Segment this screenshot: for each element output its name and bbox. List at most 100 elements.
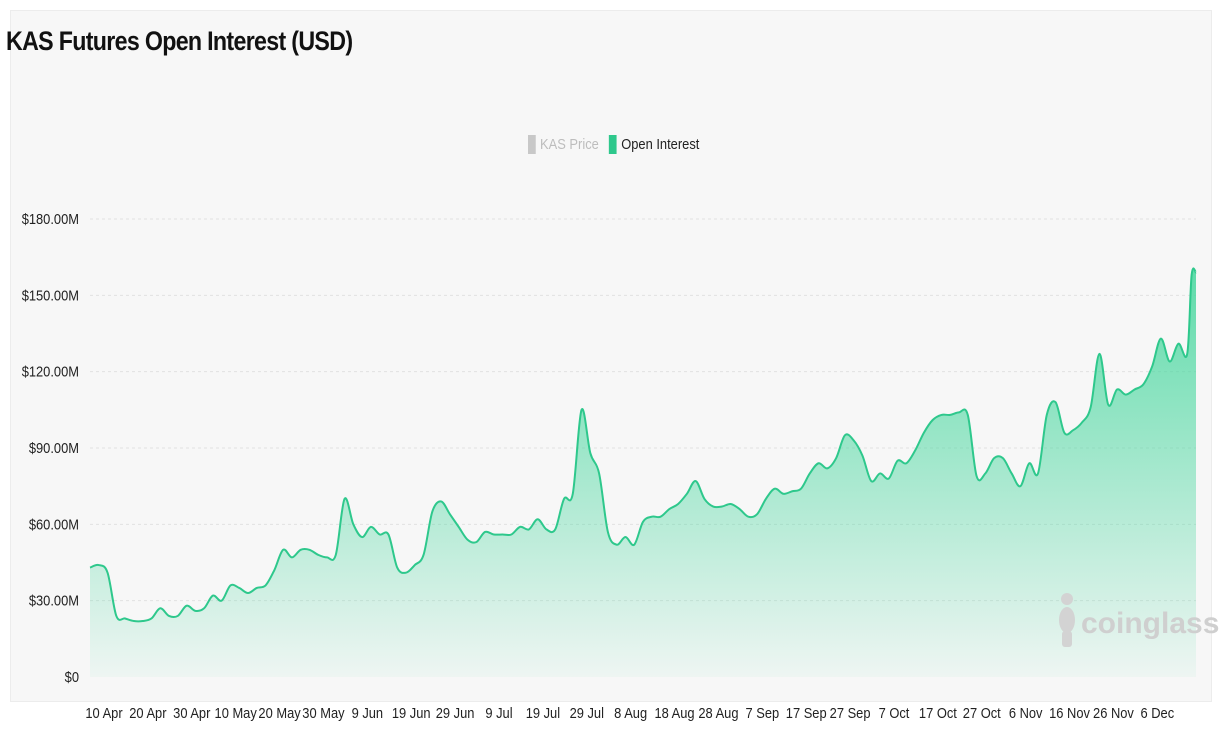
data-point[interactable] — [122, 615, 128, 621]
data-point[interactable] — [500, 532, 506, 538]
data-point[interactable] — [570, 491, 576, 497]
data-point[interactable] — [772, 486, 778, 492]
data-point[interactable] — [148, 615, 154, 621]
data-point[interactable] — [359, 534, 365, 540]
data-point[interactable] — [1175, 341, 1181, 347]
data-point[interactable] — [1088, 404, 1094, 410]
data-point[interactable] — [1167, 358, 1173, 364]
data-point[interactable] — [605, 529, 611, 535]
data-point[interactable] — [1026, 460, 1032, 466]
data-point[interactable] — [859, 453, 865, 459]
data-point[interactable] — [930, 417, 936, 423]
data-point[interactable] — [552, 526, 558, 532]
data-point[interactable] — [1123, 392, 1129, 398]
data-point[interactable] — [157, 605, 163, 611]
data-point[interactable] — [614, 542, 620, 548]
data-point[interactable] — [965, 412, 971, 418]
data-point[interactable] — [780, 491, 786, 497]
data-point[interactable] — [298, 547, 304, 553]
data-point[interactable] — [1079, 420, 1085, 426]
data-point[interactable] — [140, 618, 146, 624]
data-point[interactable] — [1193, 269, 1199, 275]
data-point[interactable] — [701, 496, 707, 502]
data-point[interactable] — [675, 501, 681, 507]
data-point[interactable] — [1053, 399, 1059, 405]
data-point[interactable] — [596, 470, 602, 476]
data-point[interactable] — [754, 511, 760, 517]
data-point[interactable] — [649, 514, 655, 520]
data-point[interactable] — [105, 570, 111, 576]
data-point[interactable] — [271, 567, 277, 573]
data-point[interactable] — [561, 496, 567, 502]
data-point[interactable] — [350, 521, 356, 527]
legend-item-kas-price[interactable]: KAS Price — [528, 135, 599, 154]
data-point[interactable] — [851, 437, 857, 443]
data-point[interactable] — [175, 613, 181, 619]
data-point[interactable] — [333, 552, 339, 558]
data-point[interactable] — [877, 470, 883, 476]
data-point[interactable] — [210, 593, 216, 599]
data-point[interactable] — [816, 460, 822, 466]
data-point[interactable] — [1044, 412, 1050, 418]
data-point[interactable] — [640, 519, 646, 525]
data-point[interactable] — [579, 407, 585, 413]
data-point[interactable] — [737, 506, 743, 512]
data-point[interactable] — [368, 524, 374, 530]
data-point[interactable] — [113, 613, 119, 619]
data-point[interactable] — [745, 514, 751, 520]
data-point[interactable] — [587, 450, 593, 456]
data-point[interactable] — [219, 598, 225, 604]
data-point[interactable] — [1096, 351, 1102, 357]
data-point[interactable] — [394, 565, 400, 571]
data-point[interactable] — [991, 455, 997, 461]
data-point[interactable] — [1184, 351, 1190, 357]
data-point[interactable] — [912, 448, 918, 454]
data-point[interactable] — [710, 504, 716, 510]
data-point[interactable] — [403, 570, 409, 576]
data-point[interactable] — [1140, 381, 1146, 387]
data-point[interactable] — [306, 547, 312, 553]
data-point[interactable] — [1017, 483, 1023, 489]
data-point[interactable] — [456, 524, 462, 530]
data-point[interactable] — [1009, 470, 1015, 476]
data-point[interactable] — [324, 554, 330, 560]
data-point[interactable] — [622, 534, 628, 540]
data-point[interactable] — [895, 458, 901, 464]
data-point[interactable] — [96, 562, 102, 568]
data-point[interactable] — [131, 618, 137, 624]
data-point[interactable] — [438, 498, 444, 504]
data-point[interactable] — [1035, 470, 1041, 476]
data-point[interactable] — [447, 511, 453, 517]
data-point[interactable] — [201, 605, 207, 611]
data-point[interactable] — [956, 409, 962, 415]
data-point[interactable] — [87, 565, 93, 571]
data-point[interactable] — [763, 496, 769, 502]
data-point[interactable] — [693, 478, 699, 484]
data-point[interactable] — [412, 562, 418, 568]
data-point[interactable] — [798, 486, 804, 492]
data-point[interactable] — [666, 506, 672, 512]
data-point[interactable] — [824, 465, 830, 471]
data-point[interactable] — [280, 547, 286, 553]
data-point[interactable] — [684, 491, 690, 497]
data-point[interactable] — [1158, 336, 1164, 342]
data-point[interactable] — [482, 529, 488, 535]
data-point[interactable] — [535, 516, 541, 522]
data-point[interactable] — [1114, 386, 1120, 392]
data-point[interactable] — [385, 532, 391, 538]
data-point[interactable] — [517, 524, 523, 530]
data-point[interactable] — [921, 430, 927, 436]
data-point[interactable] — [1000, 455, 1006, 461]
data-point[interactable] — [342, 496, 348, 502]
data-point[interactable] — [184, 603, 190, 609]
data-point[interactable] — [789, 488, 795, 494]
legend-item-open-interest[interactable]: Open Interest — [609, 135, 699, 154]
data-point[interactable] — [526, 526, 532, 532]
data-point[interactable] — [377, 532, 383, 538]
data-point[interactable] — [421, 552, 427, 558]
data-point[interactable] — [464, 537, 470, 543]
data-point[interactable] — [166, 613, 172, 619]
data-point[interactable] — [263, 582, 269, 588]
data-point[interactable] — [842, 432, 848, 438]
data-point[interactable] — [631, 542, 637, 548]
